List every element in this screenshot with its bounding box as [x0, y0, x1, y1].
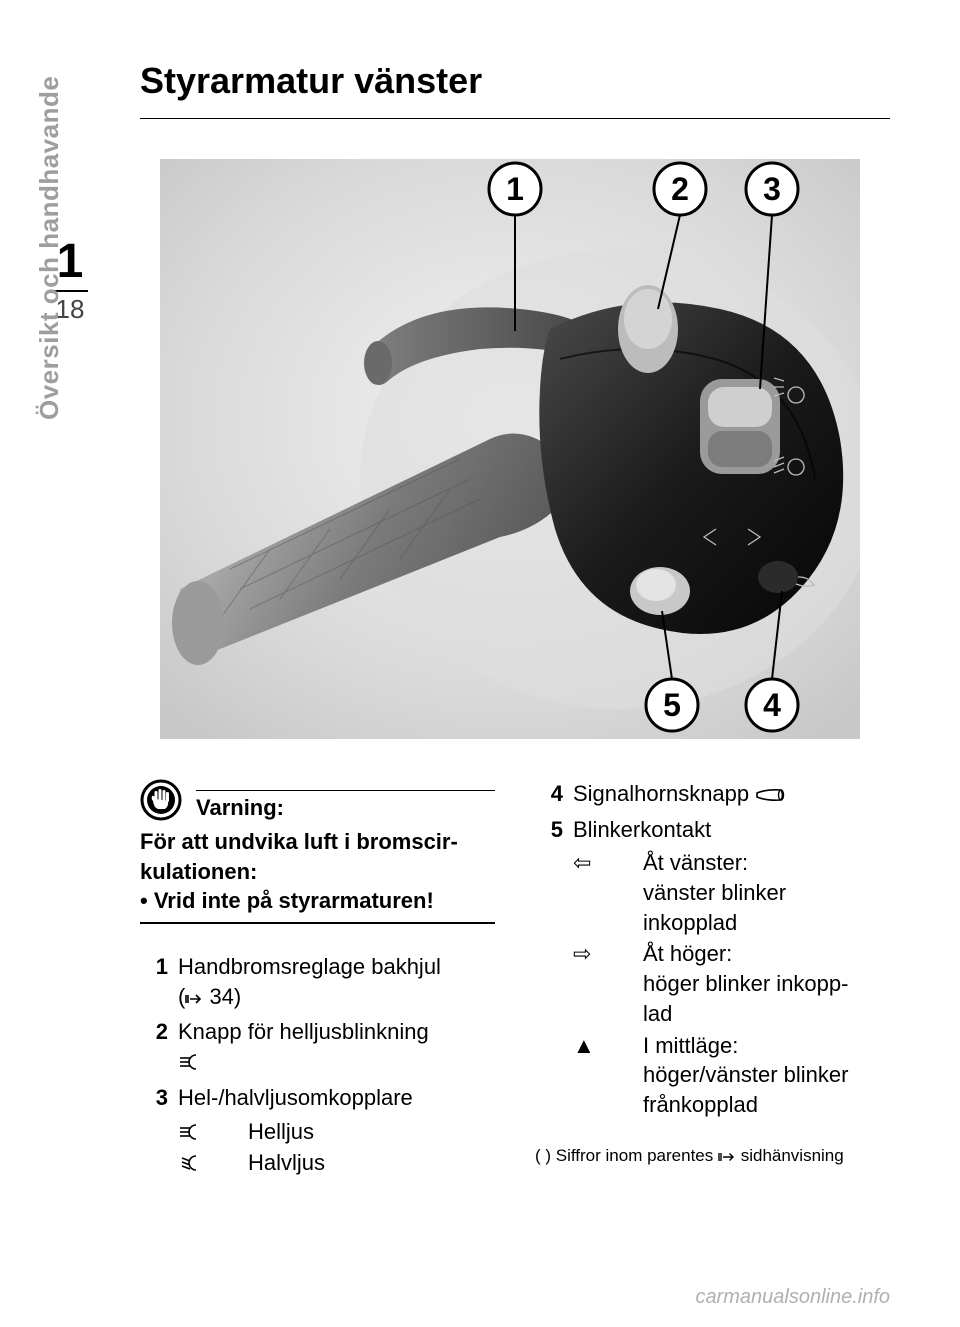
- sub-list: ⇦ Åt vänster: vänster blinker inkopplad …: [573, 848, 890, 1119]
- section-label-vertical: Översikt och handhavande: [34, 20, 64, 420]
- callout-4: 4: [763, 687, 781, 723]
- list-item: 3 Hel-/halvljusomkopplare: [140, 1083, 495, 1180]
- handlebar-figure: 1 2 3 4 5: [160, 159, 860, 739]
- sub-text: Halvljus: [248, 1148, 495, 1178]
- title-block: Styrarmatur vänster: [140, 60, 890, 119]
- headlight-flash-button: [618, 285, 678, 373]
- page-ref-arrow-icon: [185, 992, 203, 1006]
- item-text: Hel-/halvljusomkopplare: [178, 1085, 413, 1110]
- footnote-prefix: ( ) Siffror inom parentes: [535, 1146, 718, 1165]
- turn-signal-switch: [630, 567, 690, 615]
- sub-text: Åt vänster:: [643, 850, 748, 875]
- item-number: 4: [535, 779, 563, 809]
- sub-item: ⇦ Åt vänster: vänster blinker inkopplad: [573, 848, 890, 937]
- sub-item: ⇨ Åt höger: höger blinker inkopp- lad: [573, 939, 890, 1028]
- right-numbered-list: 4 Signalhornsknapp 5 Blinkerkontakt ⇦: [535, 779, 890, 1122]
- warning-label: Varning:: [196, 795, 284, 820]
- sub-item: Halvljus: [178, 1148, 495, 1178]
- high-beam-icon: [178, 1123, 206, 1141]
- item-number: 5: [535, 815, 563, 845]
- warning-underline: [140, 922, 495, 924]
- list-item: 5 Blinkerkontakt ⇦ Åt vänster: vänster b…: [535, 815, 890, 1122]
- handlebar-illustration: 1 2 3 4 5: [160, 159, 860, 739]
- up-triangle-icon: ▲: [573, 1031, 643, 1061]
- callout-2: 2: [671, 171, 689, 207]
- list-item: 2 Knapp för helljusblinkning: [140, 1017, 495, 1076]
- sub-text: vänster blinker: [643, 880, 786, 905]
- warning-text: För att undvika luft i bromscir- kulatio…: [140, 827, 495, 916]
- stop-hand-icon: [140, 779, 182, 821]
- list-item: 1 Handbromsreglage bakhjul ( 34): [140, 952, 495, 1011]
- warning-block: Varning: För att undvika luft i bromscir…: [140, 779, 495, 924]
- footnote: ( ) Siffror inom parentes sidhänvisning: [535, 1146, 890, 1166]
- body-columns: Varning: För att undvika luft i bromscir…: [140, 779, 890, 1186]
- footnote-suffix: sidhänvisning: [736, 1146, 844, 1165]
- item-text: Blinkerkontakt: [573, 817, 711, 842]
- sub-list: Helljus: [178, 1117, 495, 1178]
- left-column: Varning: För att undvika luft i bromscir…: [140, 779, 495, 1186]
- callout-5: 5: [663, 687, 681, 723]
- sub-text: höger blinker inkopp-: [643, 971, 848, 996]
- low-beam-icon: [178, 1154, 206, 1172]
- sub-text: lad: [643, 1001, 672, 1026]
- page-ref-arrow-icon: [718, 1151, 736, 1163]
- item-text: Knapp för helljusblinkning: [178, 1019, 429, 1044]
- warning-line-1: För att undvika luft i bromscir-: [140, 827, 495, 857]
- headlight-flash-icon: [178, 1053, 206, 1071]
- horn-icon: [755, 787, 785, 803]
- right-arrow-icon: ⇨: [573, 939, 643, 969]
- sub-text: Åt höger:: [643, 941, 732, 966]
- manual-page: Styrarmatur vänster 1 18 Översikt och ha…: [0, 0, 960, 1327]
- sub-item: ▲ I mittläge: höger/vänster blinker från…: [573, 1031, 890, 1120]
- callout-3: 3: [763, 171, 781, 207]
- right-column: 4 Signalhornsknapp 5 Blinkerkontakt ⇦: [535, 779, 890, 1186]
- left-numbered-list: 1 Handbromsreglage bakhjul ( 34) 2 Knapp…: [140, 952, 495, 1180]
- page-title: Styrarmatur vänster: [140, 60, 890, 114]
- item-number: 3: [140, 1083, 168, 1113]
- item-text: Handbromsreglage bakhjul: [178, 954, 441, 979]
- item-text: (: [178, 984, 185, 1009]
- sub-text: frånkopplad: [643, 1092, 758, 1117]
- sub-item: Helljus: [178, 1117, 495, 1147]
- high-low-switch: [700, 379, 780, 474]
- item-text: Signalhornsknapp: [573, 781, 755, 806]
- horn-button: [758, 561, 798, 593]
- warning-line-3: • Vrid inte på styrarmaturen!: [140, 886, 495, 916]
- left-arrow-icon: ⇦: [573, 848, 643, 878]
- item-text: 34): [203, 984, 241, 1009]
- item-number: 2: [140, 1017, 168, 1047]
- sub-text: höger/vänster blinker: [643, 1062, 848, 1087]
- item-number: 1: [140, 952, 168, 982]
- list-item: 4 Signalhornsknapp: [535, 779, 890, 809]
- lever-end: [364, 341, 392, 385]
- watermark-text: carmanualsonline.info: [695, 1286, 890, 1309]
- warning-line-2: kulationen:: [140, 857, 495, 887]
- callout-1: 1: [506, 171, 524, 207]
- sub-text: I mittläge:: [643, 1033, 738, 1058]
- title-underline: [140, 118, 890, 119]
- sub-text: Helljus: [248, 1117, 495, 1147]
- sub-text: inkopplad: [643, 910, 737, 935]
